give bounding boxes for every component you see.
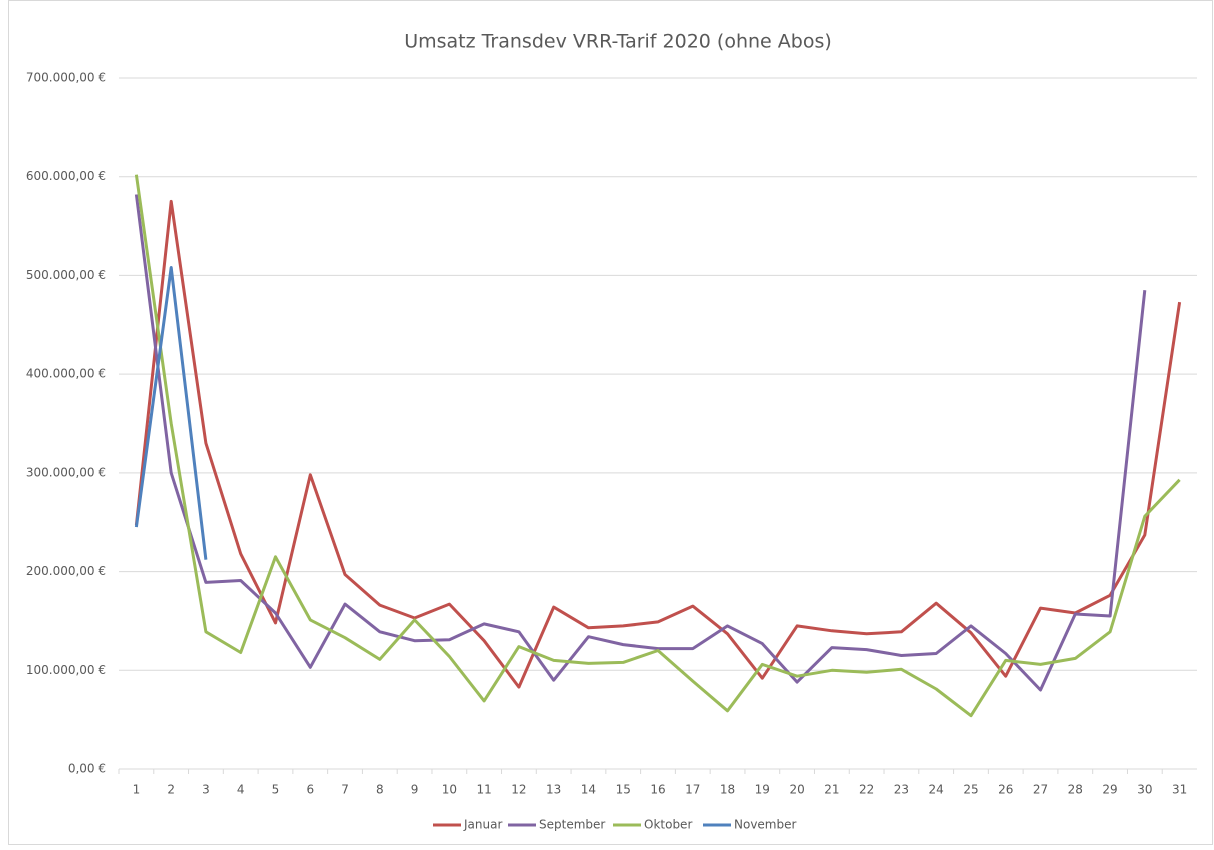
x-tick-label: 2 bbox=[167, 783, 175, 797]
x-tick-label: 26 bbox=[998, 783, 1013, 797]
y-tick-label: 500.000,00 € bbox=[26, 268, 106, 282]
y-tick-label: 400.000,00 € bbox=[26, 367, 106, 381]
x-tick-label: 15 bbox=[616, 783, 631, 797]
series-line bbox=[134, 266, 208, 560]
legend-label: Januar bbox=[463, 818, 502, 832]
x-tick-label: 12 bbox=[511, 783, 526, 797]
x-tick-label: 28 bbox=[1068, 783, 1083, 797]
x-tick-label: 23 bbox=[894, 783, 909, 797]
y-tick-label: 0,00 € bbox=[68, 762, 106, 776]
x-tick-label: 19 bbox=[755, 783, 770, 797]
x-tick-label: 16 bbox=[650, 783, 665, 797]
legend-label: November bbox=[734, 818, 796, 832]
x-tick-label: 27 bbox=[1033, 783, 1048, 797]
x-tick-label: 6 bbox=[306, 783, 314, 797]
x-tick-label: 5 bbox=[272, 783, 280, 797]
x-tick-label: 3 bbox=[202, 783, 210, 797]
series-line bbox=[134, 194, 1147, 692]
x-tick-label: 9 bbox=[411, 783, 419, 797]
x-tick-label: 7 bbox=[341, 783, 349, 797]
x-tick-label: 22 bbox=[859, 783, 874, 797]
chart-title: Umsatz Transdev VRR-Tarif 2020 (ohne Abo… bbox=[404, 31, 832, 53]
x-tick-label: 24 bbox=[929, 783, 944, 797]
chart-frame bbox=[8, 0, 1213, 845]
y-tick-label: 300.000,00 € bbox=[26, 465, 106, 479]
y-tick-label: 200.000,00 € bbox=[26, 564, 106, 578]
series-line bbox=[134, 199, 1182, 689]
x-tick-label: 20 bbox=[789, 783, 804, 797]
x-tick-label: 1 bbox=[133, 783, 141, 797]
y-tick-label: 600.000,00 € bbox=[26, 169, 106, 183]
x-tick-label: 11 bbox=[476, 783, 491, 797]
x-tick-label: 31 bbox=[1172, 783, 1187, 797]
x-tick-label: 14 bbox=[581, 783, 596, 797]
series-line bbox=[134, 174, 1181, 718]
x-tick-label: 30 bbox=[1137, 783, 1152, 797]
y-tick-label: 100.000,00 € bbox=[26, 663, 106, 677]
legend-label: Oktober bbox=[644, 818, 692, 832]
x-tick-label: 17 bbox=[685, 783, 700, 797]
x-tick-label: 18 bbox=[720, 783, 735, 797]
y-tick-label: 700.000,00 € bbox=[26, 71, 106, 85]
x-tick-label: 25 bbox=[963, 783, 978, 797]
x-tick-label: 10 bbox=[442, 783, 457, 797]
x-tick-label: 8 bbox=[376, 783, 384, 797]
x-tick-label: 21 bbox=[824, 783, 839, 797]
x-tick-label: 29 bbox=[1102, 783, 1117, 797]
x-tick-label: 4 bbox=[237, 783, 245, 797]
x-tick-label: 13 bbox=[546, 783, 561, 797]
legend-label: September bbox=[539, 818, 605, 832]
